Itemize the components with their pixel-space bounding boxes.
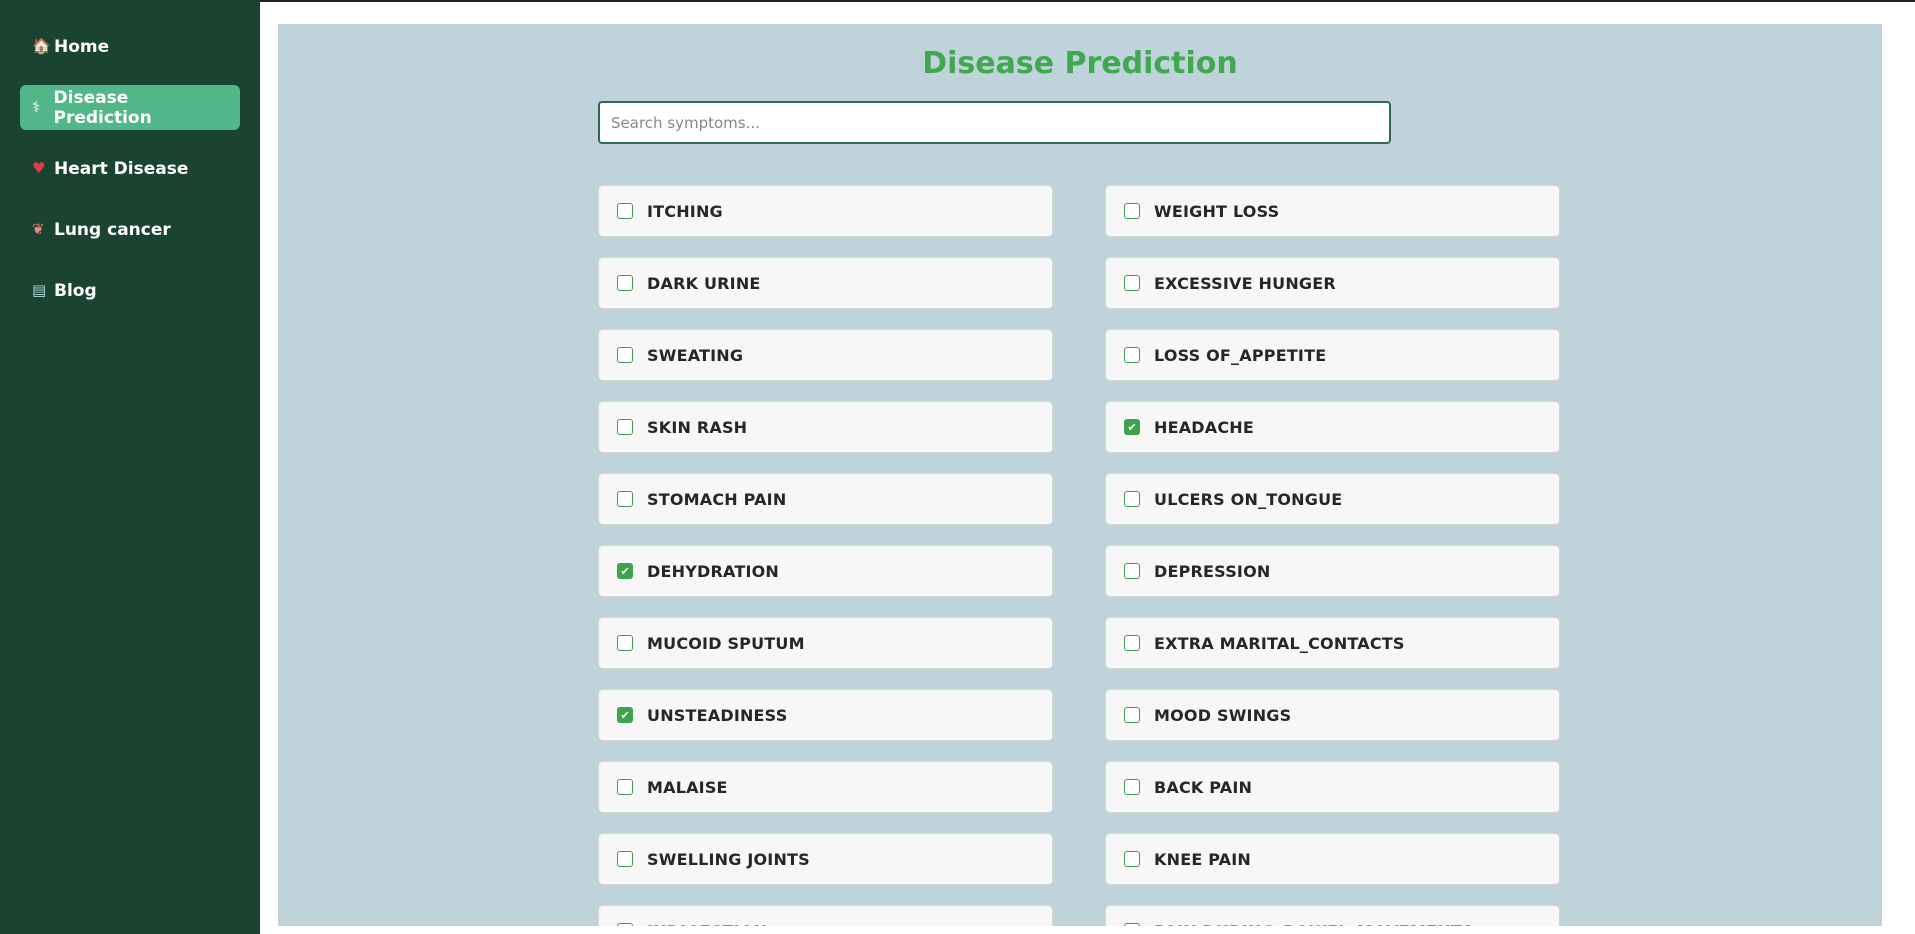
checkbox[interactable] (1124, 635, 1140, 651)
sidebar-item-label: Home (54, 36, 110, 57)
checkbox[interactable] (617, 635, 633, 651)
checkbox[interactable] (1124, 491, 1140, 507)
symptom-option[interactable]: KNEE PAIN (1105, 833, 1560, 885)
symptom-label: UNSTEADINESS (647, 705, 788, 725)
symptom-option[interactable]: MALAISE (598, 761, 1053, 813)
sidebar-item-blog[interactable]: ▤ Blog (20, 268, 240, 313)
sidebar-item-disease-prediction[interactable]: ⚕ Disease Prediction (20, 85, 240, 130)
symptom-option[interactable]: LOSS OF_APPETITE (1105, 329, 1560, 381)
symptom-label: SKIN RASH (647, 417, 748, 437)
symptom-option[interactable]: ITCHING (598, 185, 1053, 237)
symptom-label: WEIGHT LOSS (1154, 201, 1280, 221)
sidebar-item-label: Lung cancer (54, 219, 171, 240)
symptom-label: DARK URINE (647, 273, 761, 293)
main-panel: Disease Prediction ITCHING DARK URINE SWEA… (278, 24, 1882, 926)
sidebar-item-label: Disease Prediction (53, 87, 152, 128)
symptom-label: ITCHING (647, 201, 723, 221)
checkbox[interactable] (1124, 275, 1140, 291)
symptom-option[interactable]: EXCESSIVE HUNGER (1105, 257, 1560, 309)
checkbox[interactable] (1124, 707, 1140, 723)
symptom-label: EXCESSIVE HUNGER (1154, 273, 1336, 293)
symptom-label: INDIGESTION (647, 922, 767, 927)
symptom-label: SWELLING JOINTS (647, 849, 810, 869)
symptom-option[interactable]: INDIGESTION (598, 905, 1053, 926)
checkbox[interactable] (1124, 779, 1140, 795)
symptom-label: MOOD SWINGS (1154, 705, 1292, 725)
symptom-option[interactable]: SKIN RASH (598, 401, 1053, 453)
house-icon: 🏠 (32, 37, 51, 55)
symptom-label: ULCERS ON_TONGUE (1154, 489, 1343, 509)
symptom-option[interactable]: DEPRESSION (1105, 545, 1560, 597)
symptom-option[interactable]: ✔ HEADACHE (1105, 401, 1560, 453)
lungs-icon: ❦ (32, 220, 45, 238)
symptom-option[interactable]: STOMACH PAIN (598, 473, 1053, 525)
checkbox[interactable] (617, 923, 633, 926)
checkbox-checked[interactable]: ✔ (617, 563, 633, 579)
symptom-label: KNEE PAIN (1154, 849, 1252, 869)
sidebar-item-lung-cancer[interactable]: ❦ Lung cancer (20, 207, 240, 252)
symptom-label: BACK PAIN (1154, 777, 1253, 797)
sidebar-item-label: Heart Disease (54, 158, 189, 179)
symptom-label: HEADACHE (1154, 417, 1255, 437)
checkbox[interactable] (1124, 851, 1140, 867)
symptom-option[interactable]: SWEATING (598, 329, 1053, 381)
symptom-option[interactable]: MUCOID SPUTUM (598, 617, 1053, 669)
sidebar-item-home[interactable]: 🏠 Home (20, 24, 240, 69)
symptom-option[interactable]: SWELLING JOINTS (598, 833, 1053, 885)
symptom-option[interactable]: MOOD SWINGS (1105, 689, 1560, 741)
symptom-option[interactable]: ULCERS ON_TONGUE (1105, 473, 1560, 525)
checkmark-icon: ✔ (1127, 420, 1137, 434)
symptom-option[interactable]: PAIN DURING_BOWEL_MOVEMENTS (1105, 905, 1560, 926)
checkbox-checked[interactable]: ✔ (617, 707, 633, 723)
medical-icon: ⚕ (32, 98, 41, 116)
checkbox[interactable] (1124, 347, 1140, 363)
sidebar: 🏠 Home ⚕ Disease Prediction ♥ Heart Dise… (0, 0, 260, 934)
sidebar-item-heart-disease[interactable]: ♥ Heart Disease (20, 146, 240, 191)
symptom-option[interactable]: ✔ DEHYDRATION (598, 545, 1053, 597)
page-title: Disease Prediction (922, 46, 1238, 81)
symptom-label: DEHYDRATION (647, 561, 779, 581)
symptom-label: SWEATING (647, 345, 744, 365)
sidebar-item-label: Blog (54, 280, 97, 301)
checkbox[interactable] (617, 851, 633, 867)
symptom-option[interactable]: BACK PAIN (1105, 761, 1560, 813)
search-input[interactable] (598, 101, 1391, 144)
symptom-option[interactable]: EXTRA MARITAL_CONTACTS (1105, 617, 1560, 669)
symptom-label: LOSS OF_APPETITE (1154, 345, 1327, 365)
checkbox-checked[interactable]: ✔ (1124, 419, 1140, 435)
book-icon: ▤ (32, 281, 47, 299)
symptom-label: MALAISE (647, 777, 728, 797)
heart-icon: ♥ (32, 159, 46, 177)
checkbox[interactable] (617, 419, 633, 435)
checkbox[interactable] (617, 275, 633, 291)
symptom-label: STOMACH PAIN (647, 489, 787, 509)
checkbox[interactable] (617, 779, 633, 795)
top-border (0, 0, 1915, 2)
checkbox[interactable] (1124, 563, 1140, 579)
checkmark-icon: ✔ (620, 708, 630, 722)
checkbox[interactable] (617, 347, 633, 363)
checkbox[interactable] (617, 203, 633, 219)
checkmark-icon: ✔ (620, 564, 630, 578)
symptom-label: EXTRA MARITAL_CONTACTS (1154, 633, 1405, 653)
checkbox[interactable] (1124, 923, 1140, 926)
symptom-label: MUCOID SPUTUM (647, 633, 805, 653)
symptom-option[interactable]: WEIGHT LOSS (1105, 185, 1560, 237)
checkbox[interactable] (617, 491, 633, 507)
symptom-option[interactable]: DARK URINE (598, 257, 1053, 309)
symptom-label: PAIN DURING_BOWEL_MOVEMENTS (1154, 922, 1474, 927)
checkbox[interactable] (1124, 203, 1140, 219)
symptom-label: DEPRESSION (1154, 561, 1271, 581)
symptom-option[interactable]: ✔ UNSTEADINESS (598, 689, 1053, 741)
